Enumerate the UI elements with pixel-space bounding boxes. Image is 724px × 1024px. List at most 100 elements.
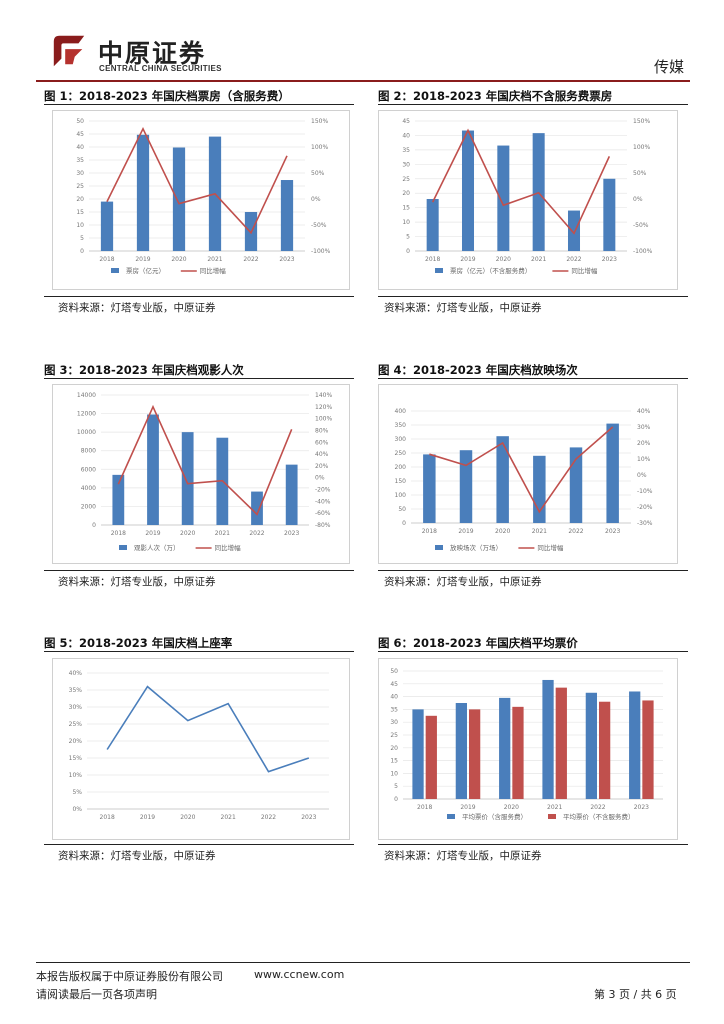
y-tick-label: 40 <box>76 144 84 151</box>
figure-3-source: 资料来源：灯塔专业版，中原证券 <box>58 576 216 588</box>
y-tick-label: 14000 <box>77 392 96 399</box>
x-tick-label: 2023 <box>301 814 316 821</box>
y-tick-label: 45 <box>76 131 84 138</box>
y-tick-label: 25 <box>402 176 410 183</box>
y-tick-label: 12000 <box>77 411 96 418</box>
bar <box>567 210 581 251</box>
y-tick-label: 6000 <box>81 466 96 473</box>
footer-website[interactable]: www.ccnew.com <box>254 968 345 981</box>
source-3-rule <box>44 570 354 571</box>
legend-label: 同比增幅 <box>200 266 227 275</box>
x-tick-label: 2022 <box>590 804 605 811</box>
legend-bar-swatch <box>548 814 556 819</box>
x-tick-label: 2019 <box>135 256 150 263</box>
bar <box>423 454 436 523</box>
y2-tick-label: 100% <box>311 144 328 151</box>
y-tick-label: 250 <box>395 450 407 457</box>
source-4-rule <box>378 570 688 571</box>
chart-3: 0 2000 4000 6000 8000 10000 12000 14000 -80% -60%… <box>52 384 350 564</box>
x-tick-label: 2018 <box>422 528 437 535</box>
footer-disclaimer: 请阅读最后一页各项声明 <box>36 988 157 1001</box>
bar <box>603 178 616 251</box>
bar <box>425 715 437 799</box>
y2-tick-label: -50% <box>311 222 327 229</box>
header-divider <box>36 80 690 82</box>
source-2-rule <box>378 296 688 297</box>
y-tick-label: 40% <box>69 670 83 677</box>
legend-bar-swatch <box>119 545 127 550</box>
y-tick-label: 5 <box>406 234 410 241</box>
y-tick-label: 350 <box>395 422 407 429</box>
y2-tick-label: -80% <box>315 522 331 529</box>
y-tick-label: 20 <box>76 196 84 203</box>
x-tick-label: 2019 <box>145 530 160 537</box>
y2-tick-label: 150% <box>633 118 650 125</box>
chart-5: 0% 5% 10% 15% 20% 25% 30% 35% 40% 2018 2019 2020 202… <box>52 658 350 840</box>
x-tick-label: 2023 <box>605 528 620 535</box>
y-tick-label: 25 <box>390 732 398 739</box>
y-tick-label: 45 <box>390 681 398 688</box>
source-6-rule <box>378 844 688 845</box>
chart-1: 0 5 10 15 20 25 30 35 40 45 50 -100% -50% 0% 50% 100% 15… <box>52 110 350 290</box>
y-tick-label: 20 <box>390 745 398 752</box>
legend-label: 票房（亿元）（不含服务费） <box>450 266 531 275</box>
y-tick-label: 50 <box>76 118 84 125</box>
y-tick-label: 40 <box>402 132 410 139</box>
y-tick-label: 2000 <box>81 503 96 510</box>
x-tick-label: 2020 <box>180 814 195 821</box>
y2-tick-label: 0% <box>633 196 643 203</box>
y2-tick-label: 100% <box>315 416 332 423</box>
bar <box>512 706 524 799</box>
footer-divider <box>36 962 690 963</box>
x-tick-label: 2019 <box>460 256 475 263</box>
bar <box>629 691 641 799</box>
y-tick-label: 0% <box>72 806 82 813</box>
y-tick-label: 15 <box>76 209 84 216</box>
y-tick-label: 15 <box>390 758 398 765</box>
y-tick-label: 150 <box>395 478 407 485</box>
y-tick-label: 10 <box>390 770 398 777</box>
bar <box>585 692 597 799</box>
y-tick-label: 50 <box>398 506 406 513</box>
bar <box>469 709 481 799</box>
y-tick-label: 35 <box>390 706 398 713</box>
y2-tick-label: 30% <box>637 424 651 431</box>
bar <box>172 147 186 251</box>
source-5-rule <box>44 844 354 845</box>
y2-tick-label: 100% <box>633 144 650 151</box>
y2-tick-label: 10% <box>637 456 651 463</box>
x-tick-label: 2023 <box>279 256 294 263</box>
figure-1-source: 资料来源：灯塔专业版，中原证券 <box>58 302 216 314</box>
x-tick-label: 2023 <box>634 804 649 811</box>
legend-bar-swatch <box>435 268 443 273</box>
figure-3-title: 图 3：2018-2023 年国庆档观影人次 <box>44 363 244 377</box>
y-tick-label: 200 <box>395 464 407 471</box>
y2-tick-label: 120% <box>315 404 332 411</box>
x-tick-label: 2022 <box>261 814 276 821</box>
x-tick-label: 2019 <box>460 804 475 811</box>
chart-3-svg: 0 2000 4000 6000 8000 10000 12000 14000 -80% -60%… <box>77 392 333 552</box>
y-tick-label: 30 <box>402 161 410 168</box>
y2-tick-label: -60% <box>315 510 331 517</box>
x-tick-label: 2023 <box>284 530 299 537</box>
bar <box>499 697 511 799</box>
logo-text-cn: 中原证券 <box>98 39 207 68</box>
y-tick-label: 20 <box>402 190 410 197</box>
chart-4-svg: 0 50 100 150 200 250 300 350 400 -30% -20% -10% 0% 10… <box>395 408 653 552</box>
legend-label: 放映场次（万场） <box>450 543 502 552</box>
y-tick-label: 10000 <box>77 429 96 436</box>
chart-5-svg: 0% 5% 10% 15% 20% 25% 30% 35% 40% 2018 2019 2020 202… <box>69 670 329 821</box>
legend-bar-swatch <box>111 268 119 273</box>
series-line <box>431 128 611 235</box>
bar <box>100 201 114 251</box>
y2-tick-label: 50% <box>311 170 325 177</box>
legend-label: 观影人次（万） <box>134 543 180 552</box>
bar <box>642 700 654 799</box>
x-tick-label: 2018 <box>111 530 126 537</box>
y-tick-label: 400 <box>395 408 407 415</box>
bar <box>251 491 263 525</box>
bar <box>542 679 554 799</box>
page-header: 中原证券 CENTRAL CHINA SECURITIES 传媒 <box>36 28 690 80</box>
y-tick-label: 10 <box>76 222 84 229</box>
bar <box>599 701 611 799</box>
